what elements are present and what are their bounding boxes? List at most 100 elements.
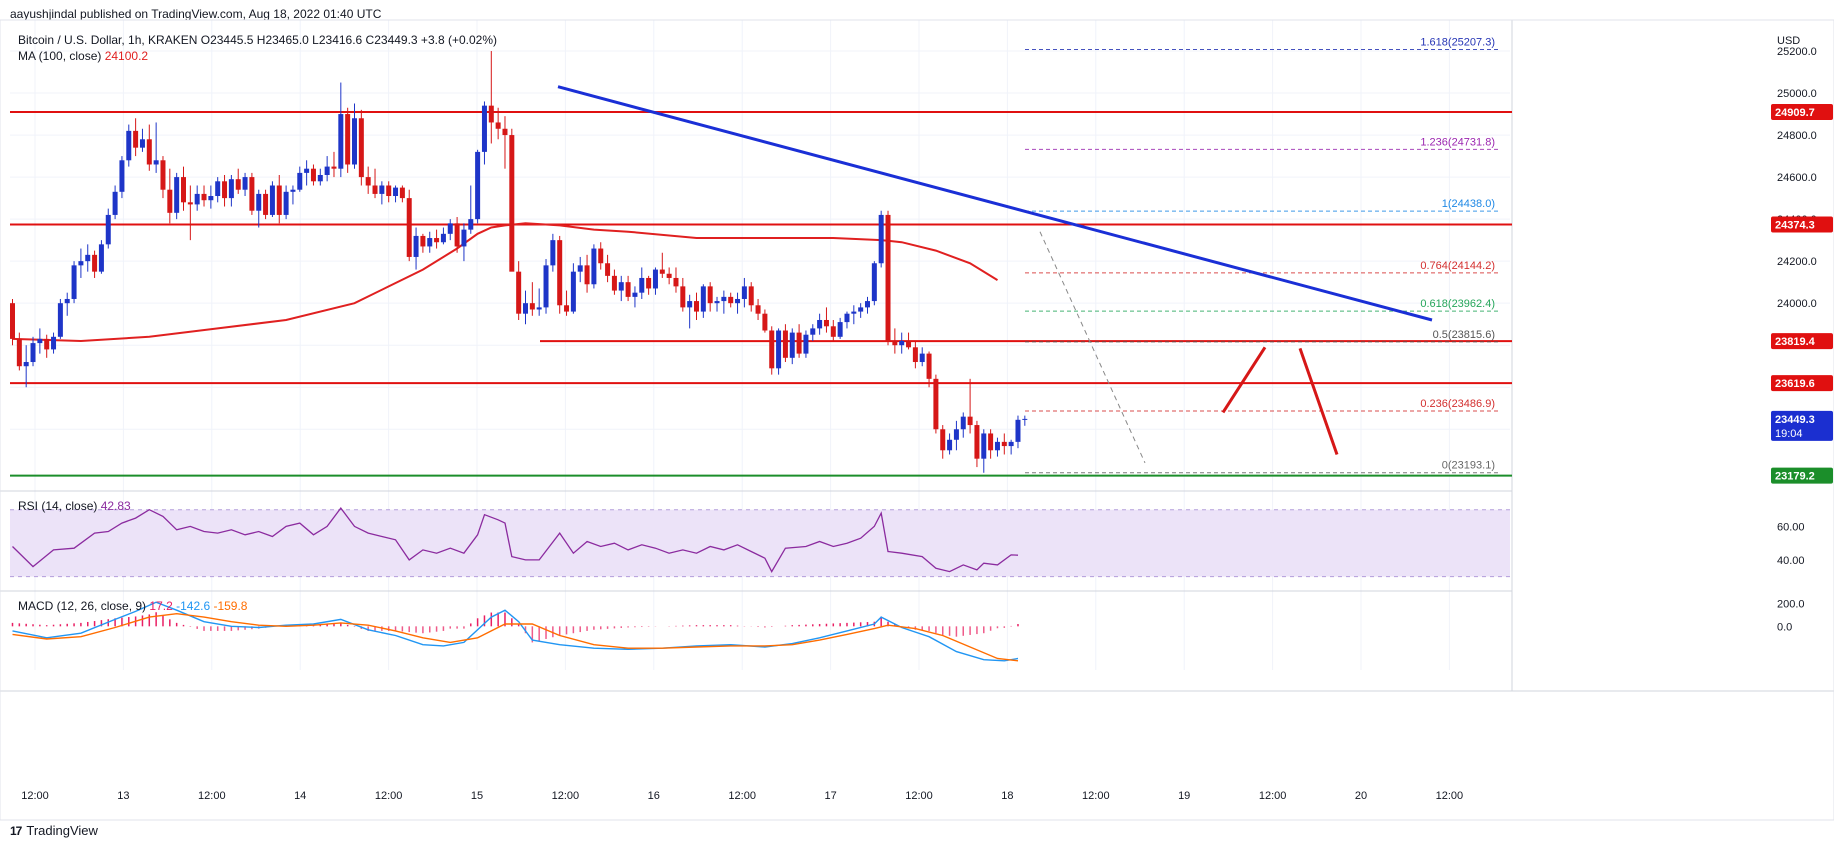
candle-body: [30, 343, 36, 363]
candle-body: [256, 193, 262, 211]
candle-body: [953, 429, 959, 440]
candle-body: [830, 326, 836, 337]
candle-body: [222, 181, 228, 199]
time-tick-label: 15: [471, 790, 483, 802]
drawings: [557, 85, 1433, 464]
candle-body: [823, 319, 829, 327]
candle-body: [276, 185, 282, 215]
candle-body: [611, 275, 617, 291]
candle-body: [153, 160, 159, 165]
time-tick-label: 12:00: [375, 790, 403, 802]
time-tick-label: 12:00: [728, 790, 756, 802]
fib-level-label: 0.618(23962.4): [1420, 298, 1495, 310]
macd-tick-label: 0.0: [1777, 621, 1792, 633]
price-label-badge: [1771, 104, 1833, 121]
macd-hist-value: 17.2: [149, 599, 176, 613]
rsi-line: [12, 507, 1019, 573]
candle-body: [906, 341, 912, 348]
time-tick-label: 12:00: [552, 790, 580, 802]
candle-body: [406, 198, 412, 257]
candle-body: [249, 177, 255, 211]
candle-body: [536, 307, 542, 310]
fib-level-label: 0.5(23815.6): [1433, 329, 1495, 341]
candle-body: [707, 286, 713, 304]
candle-body: [434, 238, 440, 243]
candle-body: [564, 305, 570, 312]
candle-body: [290, 189, 296, 192]
candle-body: [242, 177, 248, 190]
candle-body: [926, 353, 932, 379]
candle-body: [399, 187, 405, 199]
price-label-value: 24909.7: [1775, 107, 1815, 119]
candle-body: [310, 168, 316, 182]
candle-body: [878, 214, 884, 264]
candle-body: [283, 191, 289, 215]
time-tick-label: 14: [294, 790, 306, 802]
price-tick-label: 24200.0: [1777, 256, 1817, 268]
candle-body: [735, 298, 741, 304]
candle-body: [947, 439, 953, 451]
candle-body: [680, 286, 686, 308]
candle-body: [235, 179, 241, 190]
candle-body: [796, 332, 802, 354]
candle-body: [885, 214, 891, 342]
candle-body: [912, 347, 918, 363]
candle-body: [133, 130, 139, 148]
candle-body: [475, 151, 481, 220]
candles: [10, 51, 1028, 473]
candle-body: [447, 223, 453, 234]
price-tick-label: 24800.0: [1777, 130, 1817, 142]
candle-body: [687, 301, 693, 308]
moving-average: [12, 222, 999, 343]
publisher-header: aayushjindal published on TradingView.co…: [10, 7, 382, 21]
signal-line: [12, 612, 1019, 662]
horizontal-lines: [10, 111, 1512, 477]
price-label-countdown: 19:04: [1775, 428, 1803, 440]
candle-body: [557, 240, 563, 306]
candle-body: [591, 248, 597, 285]
candle-body: [543, 265, 549, 308]
candle-body: [78, 261, 84, 266]
tradingview-logo[interactable]: 17 TradingView: [10, 823, 98, 838]
pane-separators: [0, 19, 1834, 821]
candle-body: [23, 362, 29, 367]
candle-body: [652, 269, 658, 289]
candle-body: [269, 185, 275, 215]
candle-body: [427, 238, 433, 247]
price-label-value: 24374.3: [1775, 220, 1815, 232]
price-tick-label: 25200.0: [1777, 46, 1817, 58]
candle-body: [51, 336, 57, 350]
candle-body: [187, 202, 193, 205]
rsi-pane: [10, 507, 1510, 578]
macd-tick-label: 200.0: [1777, 598, 1805, 610]
time-tick-label: 16: [648, 790, 660, 802]
price-label-badge: [1771, 216, 1833, 233]
candle-body: [994, 441, 1000, 451]
time-tick-label: 12:00: [1082, 790, 1110, 802]
fib-level-label: 0.236(23486.9): [1420, 398, 1495, 410]
candle-body: [837, 322, 843, 337]
candle-body: [782, 330, 788, 358]
candle-body: [625, 282, 631, 297]
candle-body: [71, 265, 77, 299]
rsi-tick-label: 40.00: [1777, 555, 1805, 567]
fib-level-label: 0.764(24144.2): [1420, 260, 1495, 272]
fib-level-label: 1.236(24731.8): [1420, 136, 1495, 148]
rsi-label: RSI (14, close): [18, 499, 101, 513]
candle-body: [112, 191, 118, 215]
candle-body: [160, 160, 166, 190]
candle-body: [1022, 418, 1028, 420]
candle-body: [16, 338, 22, 367]
candle-body: [98, 244, 104, 272]
candle-body: [386, 185, 392, 197]
time-tick-label: 12:00: [1259, 790, 1287, 802]
price-axis: USD25200.025000.024800.024600.024400.024…: [1771, 35, 1833, 633]
candle-body: [844, 313, 850, 323]
candle-body: [529, 303, 535, 310]
time-axis: 12:00 13 12:00 14 12:00 15 12:00 16 12:00 17 12:00…: [21, 790, 1463, 802]
candle-body: [324, 166, 330, 175]
candle-body: [358, 118, 364, 178]
candle-body: [481, 105, 487, 152]
candle-body: [85, 254, 91, 262]
